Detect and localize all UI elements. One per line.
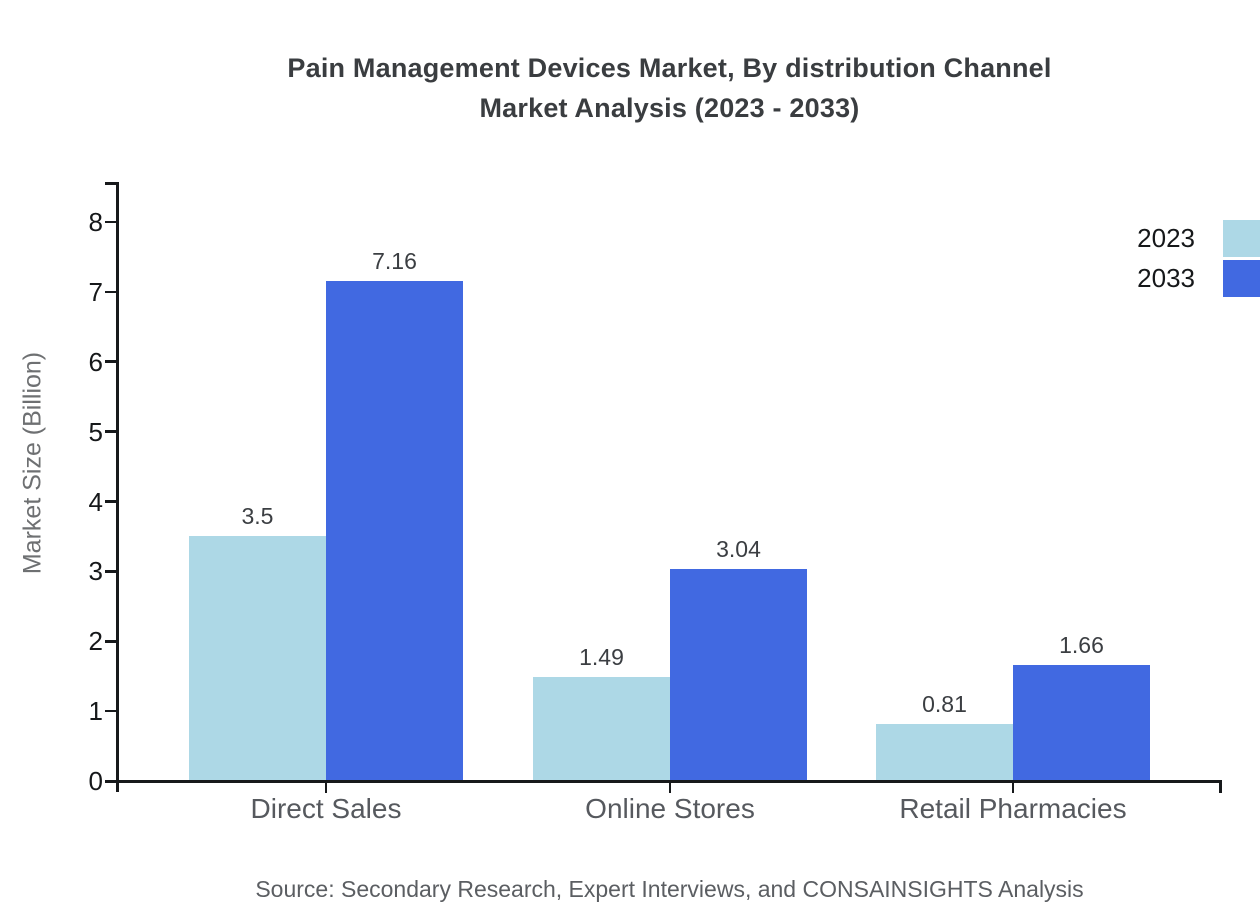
chart-title: Pain Management Devices Market, By distr…: [117, 48, 1222, 128]
x-axis-line: [105, 780, 1222, 783]
legend-item-2023: 2023: [1137, 220, 1260, 257]
x-tick: [668, 781, 672, 793]
bar-value-label: 3.04: [716, 535, 761, 562]
category-label: Online Stores: [585, 793, 755, 824]
bar-value-label: 7.16: [372, 247, 417, 274]
chart-title-line2: Market Analysis (2023 - 2033): [479, 93, 860, 123]
bar-2033-retail-pharmacies: [1013, 665, 1150, 781]
category-label: Direct Sales: [250, 793, 402, 824]
bar-value-label: 1.66: [1059, 632, 1104, 658]
bar-2023-direct-sales: [189, 536, 326, 781]
bar-value-label: 1.49: [579, 643, 624, 670]
x-tick: [1011, 781, 1015, 793]
y-tick: [105, 430, 117, 433]
y-tick-label: 1: [88, 696, 103, 727]
y-axis-line: [115, 182, 119, 792]
bar-2023-retail-pharmacies: [876, 724, 1013, 781]
y-tick: [105, 570, 117, 573]
legend-label-2033: 2033: [1137, 263, 1195, 293]
bar-value-label: 0.81: [922, 691, 967, 718]
y-tick: [105, 709, 117, 713]
y-tick-label: 3: [88, 556, 103, 587]
source-note: Source: Secondary Research, Expert Inter…: [255, 876, 1084, 902]
y-tick-label: 5: [88, 416, 103, 447]
y-tick-label: 7: [88, 276, 103, 307]
y-tick: [105, 500, 117, 503]
chart-title-line1: Pain Management Devices Market, By distr…: [287, 53, 1052, 83]
y-tick: [105, 360, 117, 364]
legend-swatch-2033: [1223, 260, 1260, 297]
y-tick-label: 6: [88, 346, 103, 377]
bar-2033-direct-sales: [326, 280, 463, 781]
y-tick: [105, 290, 117, 294]
bar-2033-online-stores: [670, 568, 807, 781]
y-tick-label: 8: [88, 207, 103, 237]
y-tick: [105, 639, 117, 643]
legend-swatch-2023: [1223, 220, 1260, 257]
legend-label-2023: 2023: [1137, 223, 1195, 253]
y-tick-label: 0: [88, 766, 103, 796]
y-tick-label: 4: [88, 486, 103, 517]
x-tick: [324, 781, 328, 793]
y-tick: [105, 779, 117, 783]
x-axis-end-tick: [1219, 781, 1222, 793]
category-label: Retail Pharmacies: [899, 793, 1127, 824]
bar-2023-online-stores: [533, 676, 670, 781]
legend-item-2033: 2033: [1137, 260, 1260, 297]
y-tick: [105, 220, 117, 224]
bar-value-label: 3.5: [241, 503, 274, 530]
y-tick-label: 2: [88, 626, 103, 657]
y-axis-end-tick: [105, 182, 118, 185]
